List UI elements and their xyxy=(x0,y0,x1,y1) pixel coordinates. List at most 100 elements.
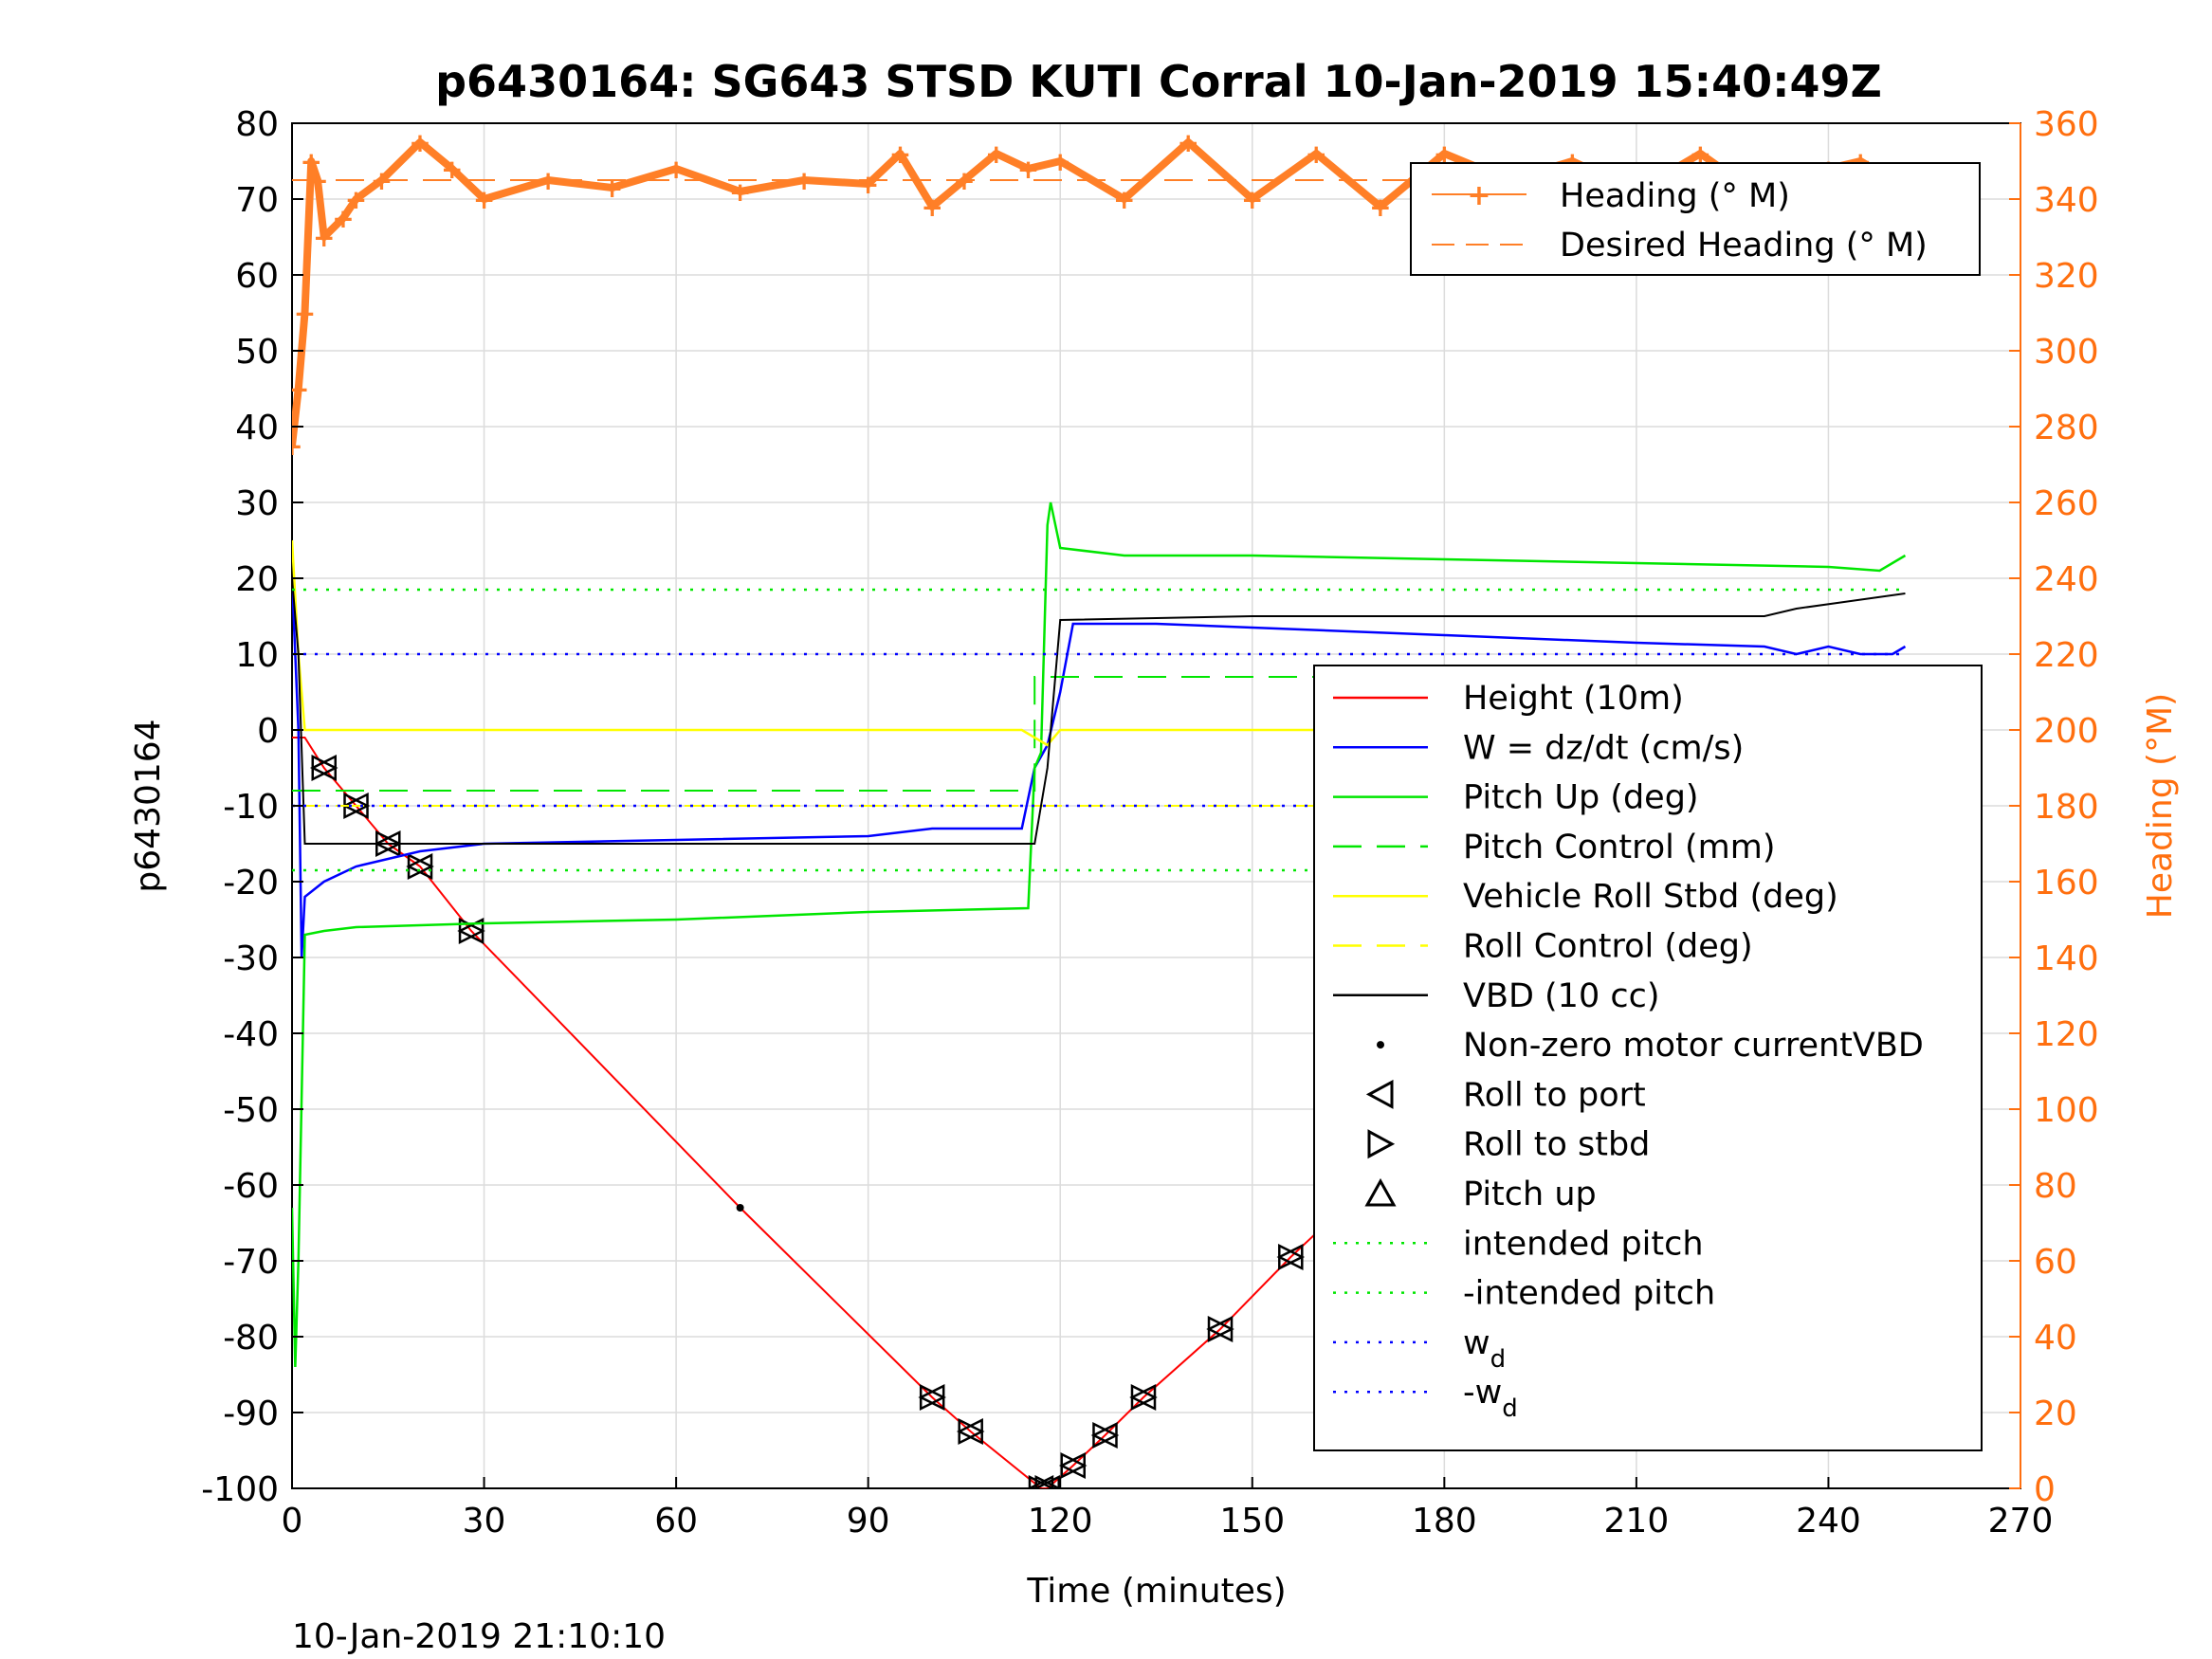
legend-entry: intended pitch xyxy=(1463,1225,1704,1263)
footer-timestamp: 10-Jan-2019 21:10:10 xyxy=(292,1617,666,1656)
heading-point: + xyxy=(601,173,623,204)
legend-heading-entry-0: Heading (° M) xyxy=(1560,177,1790,215)
y2-tick-label: 280 xyxy=(2034,409,2099,447)
roll-marker xyxy=(1058,1451,1086,1480)
roll-marker xyxy=(457,917,484,945)
heading-point: + xyxy=(1049,146,1070,177)
x-tick-label: 210 xyxy=(1604,1502,1670,1540)
y-tick-label: 60 xyxy=(235,257,279,296)
y-tick-label: -10 xyxy=(223,788,279,827)
right-y-axis-label: Heading (°M) xyxy=(2141,693,2180,919)
heading-point: + xyxy=(313,222,335,253)
y2-tick-label: 180 xyxy=(2034,788,2099,827)
series-w-dz-dt-cm-s xyxy=(292,577,1907,958)
y2-tick-label: 0 xyxy=(2034,1470,2056,1509)
heading-point: + xyxy=(1369,191,1391,223)
legend-entry: Roll Control (deg) xyxy=(1463,928,1753,966)
roll-marker xyxy=(918,1383,945,1412)
x-tick-label: 120 xyxy=(1028,1502,1093,1540)
y-tick-label: -60 xyxy=(223,1167,279,1206)
y-tick-label: 20 xyxy=(235,560,279,599)
x-tick-label: 150 xyxy=(1219,1502,1285,1540)
legend-main: Height (10m) W = dz/dt (cm/s) Pitch Up (de… xyxy=(1313,665,1983,1451)
y2-tick-label: 200 xyxy=(2034,712,2099,751)
y2-tick-label: 100 xyxy=(2034,1091,2099,1130)
x-axis-label: Time (minutes) xyxy=(1026,1572,1286,1611)
legend-entry: -wd xyxy=(1463,1374,1518,1423)
vbd-motor-point xyxy=(736,1204,744,1212)
y-tick-label: 40 xyxy=(235,409,279,447)
heading-point: + xyxy=(729,176,751,208)
chart-title: p6430164: SG643 STSD KUTI Corral 10-Jan-… xyxy=(435,56,1882,107)
heading-point: + xyxy=(345,184,367,215)
legend-heading-box xyxy=(1410,162,1981,276)
roll-marker xyxy=(1206,1315,1234,1343)
heading-point: + xyxy=(1017,154,1039,185)
series-pitch-up-deg xyxy=(292,501,1907,1368)
heading-point: + xyxy=(889,138,911,170)
heading-point: + xyxy=(1306,138,1327,170)
y-tick-label: 30 xyxy=(235,484,279,523)
x-tick-label: 90 xyxy=(847,1502,890,1540)
heading-point: + xyxy=(1178,127,1199,158)
y2-tick-label: 80 xyxy=(2034,1167,2077,1206)
y-tick-label: -70 xyxy=(223,1243,279,1282)
triangle-right-icon xyxy=(1367,1129,1396,1159)
roll-marker xyxy=(341,792,369,820)
y-tick-label: 50 xyxy=(235,333,279,372)
legend-entry: Pitch Up (deg) xyxy=(1463,779,1699,817)
y2-tick-label: 260 xyxy=(2034,484,2099,523)
y2-tick-label: 40 xyxy=(2034,1319,2077,1358)
series-vbd-10-cc xyxy=(292,577,1906,845)
x-tick-label: 60 xyxy=(654,1502,698,1540)
heading-point: + xyxy=(441,154,463,185)
heading-point: + xyxy=(294,298,316,329)
heading-point: + xyxy=(287,374,309,405)
heading-point: + xyxy=(1434,138,1455,170)
right-y-axis-ticks: 3603403203002802602402202001801601401201… xyxy=(2009,105,2099,1509)
x-tick-label: 0 xyxy=(282,1502,303,1540)
x-tick-label: 180 xyxy=(1412,1502,1477,1540)
roll-marker xyxy=(1033,1474,1060,1488)
y-tick-label: -90 xyxy=(223,1395,279,1433)
heading-point: + xyxy=(665,154,686,185)
legend-entry: Roll to stbd xyxy=(1463,1126,1650,1164)
legend-heading-entry-1: Desired Heading (° M) xyxy=(1560,227,1928,264)
legend-subscript: d xyxy=(1490,1345,1507,1374)
heading-point: + xyxy=(409,127,430,158)
y2-tick-label: 340 xyxy=(2034,181,2099,220)
y-tick-label: -30 xyxy=(223,939,279,978)
roll-marker xyxy=(1027,1474,1054,1488)
heading-point: + xyxy=(332,203,354,234)
roll-marker xyxy=(1090,1421,1118,1449)
legend-dot-icon xyxy=(1377,1041,1384,1049)
legend-entry: VBD (10 cc) xyxy=(1463,977,1660,1015)
heading-point: + xyxy=(1690,138,1711,170)
legend-entry: Vehicle Roll Stbd (deg) xyxy=(1463,878,1838,916)
legend-entry: Roll to port xyxy=(1463,1076,1646,1114)
y-axis-ticks: 80 70 60 50 40 30 20 10 0 -10 -20 -30 -40 -50 -60 -70 -8… xyxy=(201,105,303,1509)
legend-entry: -intended pitch xyxy=(1463,1275,1715,1313)
y2-tick-label: 360 xyxy=(2034,105,2099,144)
heading-point: + xyxy=(473,184,495,215)
y2-tick-label: 320 xyxy=(2034,257,2099,296)
y-tick-label: 0 xyxy=(257,712,279,751)
y-tick-label: 10 xyxy=(235,636,279,675)
x-axis-ticks: 0 30 60 90 120 150 180 210 240 270 xyxy=(282,1477,2054,1540)
x-tick-label: 30 xyxy=(463,1502,506,1540)
y-tick-label: -50 xyxy=(223,1091,279,1130)
y-tick-label: 70 xyxy=(235,181,279,220)
y2-tick-label: 120 xyxy=(2034,1015,2099,1054)
y-tick-label: -40 xyxy=(223,1015,279,1054)
x-tick-label: 270 xyxy=(1988,1502,2054,1540)
legend-entry: Non-zero motor currentVBD xyxy=(1463,1027,1924,1065)
legend-entry: Height (10m) xyxy=(1463,680,1684,718)
heading-plus-marker-icon: + xyxy=(1467,179,1490,212)
roll-marker xyxy=(1129,1383,1157,1412)
y2-tick-label: 300 xyxy=(2034,333,2099,372)
roll-marker xyxy=(1276,1243,1304,1271)
roll-marker xyxy=(309,754,338,782)
heading-point: + xyxy=(537,165,558,196)
y-tick-label: -20 xyxy=(223,864,279,902)
